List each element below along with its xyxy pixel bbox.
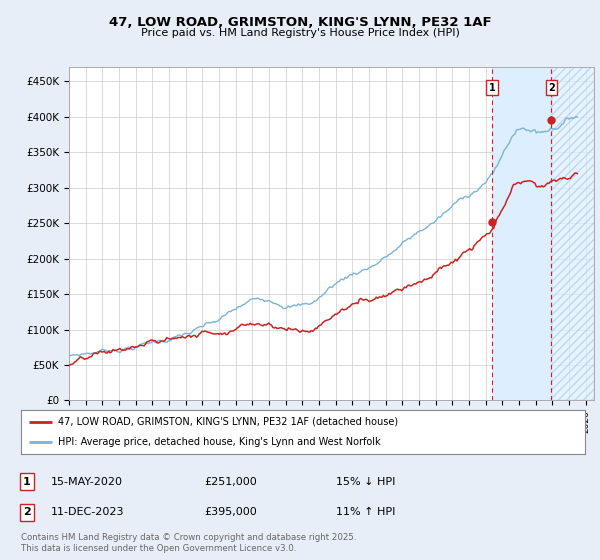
Text: 15-MAY-2020: 15-MAY-2020 — [51, 477, 123, 487]
Text: Contains HM Land Registry data © Crown copyright and database right 2025.
This d: Contains HM Land Registry data © Crown c… — [21, 533, 356, 553]
Text: Price paid vs. HM Land Registry's House Price Index (HPI): Price paid vs. HM Land Registry's House … — [140, 28, 460, 38]
Text: 2: 2 — [23, 507, 31, 517]
Text: 47, LOW ROAD, GRIMSTON, KING'S LYNN, PE32 1AF (detached house): 47, LOW ROAD, GRIMSTON, KING'S LYNN, PE3… — [58, 417, 398, 427]
Text: 11% ↑ HPI: 11% ↑ HPI — [336, 507, 395, 517]
Text: £395,000: £395,000 — [204, 507, 257, 517]
Bar — [551, 67, 594, 400]
Text: 15% ↓ HPI: 15% ↓ HPI — [336, 477, 395, 487]
Text: 11-DEC-2023: 11-DEC-2023 — [51, 507, 125, 517]
Bar — [492, 67, 551, 400]
Text: 2: 2 — [548, 83, 555, 93]
Text: 1: 1 — [23, 477, 31, 487]
Text: 1: 1 — [488, 83, 495, 93]
Text: 47, LOW ROAD, GRIMSTON, KING'S LYNN, PE32 1AF: 47, LOW ROAD, GRIMSTON, KING'S LYNN, PE3… — [109, 16, 491, 29]
Text: £251,000: £251,000 — [204, 477, 257, 487]
Text: HPI: Average price, detached house, King's Lynn and West Norfolk: HPI: Average price, detached house, King… — [58, 437, 380, 447]
